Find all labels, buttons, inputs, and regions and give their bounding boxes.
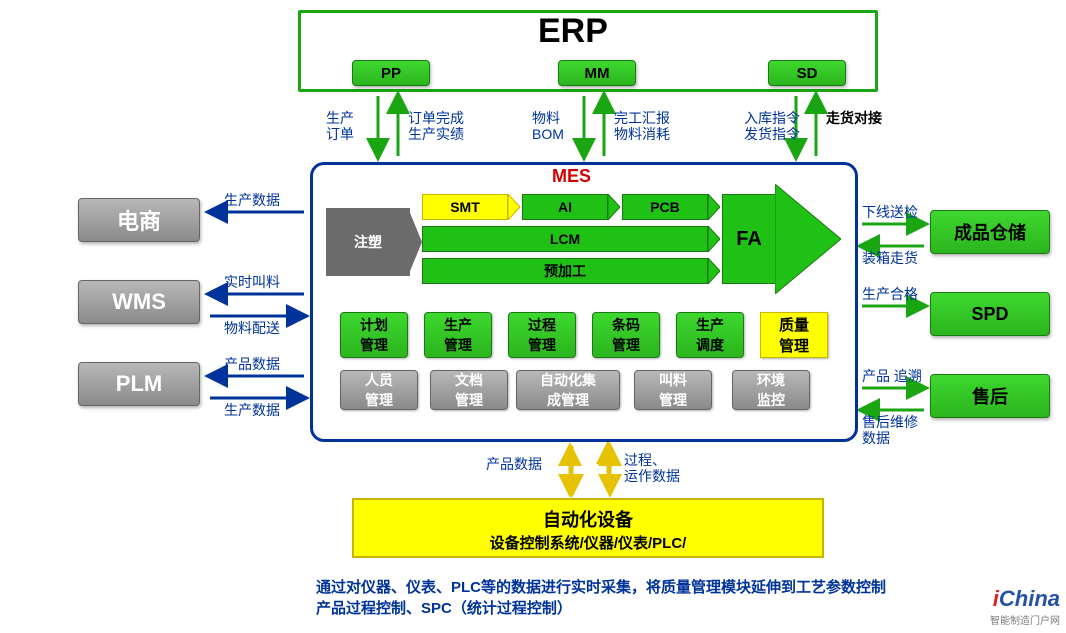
flow-label: 实时叫料: [224, 274, 280, 290]
mes-gray-3: 叫料 管理: [634, 370, 712, 410]
footer-text: 通过对仪器、仪表、PLC等的数据进行实时采集，将质量管理模块延伸到工艺参数控制 …: [316, 576, 1016, 618]
mes-gray-2: 自动化集 成管理: [516, 370, 620, 410]
flow-label: 装箱走货: [862, 250, 918, 266]
flow-label: 生产 订单: [326, 110, 354, 142]
mes-green-1: 生产 管理: [424, 312, 492, 358]
right-sys-1: SPD: [930, 292, 1050, 336]
automation-box: 自动化设备 设备控制系统/仪器/仪表/PLC/: [352, 498, 824, 558]
flow-pcb: PCB: [622, 194, 708, 220]
mes-quality-module: 质量 管理: [760, 312, 828, 358]
process-flow: 注塑 SMT AI PCB LCM 预加工 FA: [326, 190, 842, 294]
mes-green-0: 计划 管理: [340, 312, 408, 358]
flow-label: 物料 BOM: [532, 110, 564, 142]
automation-title: 自动化设备: [354, 506, 822, 532]
flow-ai: AI: [522, 194, 608, 220]
flow-label: 产品数据: [224, 356, 280, 372]
erp-module-pp: PP: [352, 60, 430, 86]
flow-label: 生产数据: [224, 192, 280, 208]
mes-green-3: 条码 管理: [592, 312, 660, 358]
mes-title: MES: [552, 166, 591, 187]
right-sys-2: 售后: [930, 374, 1050, 418]
flow-label: 下线送检: [862, 204, 918, 220]
watermark: iChina 智能制造门户网: [990, 586, 1060, 627]
flow-label: 生产合格: [862, 286, 918, 302]
erp-arrow-label: 走货对接: [826, 110, 882, 126]
flow-smt: SMT: [422, 194, 508, 220]
flow-head: 注塑: [354, 232, 382, 252]
erp-title: ERP: [538, 12, 608, 51]
left-sys-2: PLM: [78, 362, 200, 406]
erp-arrow-label: 完工汇报 物料消耗: [614, 110, 670, 142]
mes-gray-4: 环境 监控: [732, 370, 810, 410]
right-sys-0: 成品仓储: [930, 210, 1050, 254]
flow-label: 产品 追溯: [862, 368, 922, 384]
mes-green-4: 生产 调度: [676, 312, 744, 358]
flow-label: 产品数据: [486, 456, 542, 472]
flow-label: 生产数据: [224, 402, 280, 418]
erp-arrow-label: 订单完成 生产实绩: [408, 110, 464, 142]
flow-label: 入库指令 发货指令: [744, 110, 800, 142]
flow-lcm: LCM: [422, 226, 708, 252]
left-sys-1: WMS: [78, 280, 200, 324]
flow-label: 过程、 运作数据: [624, 452, 680, 484]
automation-subtitle: 设备控制系统/仪器/仪表/PLC/: [354, 532, 822, 553]
mes-gray-1: 文档 管理: [430, 370, 508, 410]
flow-label: 售后维修 数据: [862, 414, 918, 446]
mes-green-2: 过程 管理: [508, 312, 576, 358]
flow-label: 物料配送: [224, 320, 280, 336]
left-sys-0: 电商: [78, 198, 200, 242]
erp-module-sd: SD: [768, 60, 846, 86]
flow-prework: 预加工: [422, 258, 708, 284]
erp-module-mm: MM: [558, 60, 636, 86]
mes-gray-0: 人员 管理: [340, 370, 418, 410]
flow-fa: FA: [722, 194, 776, 284]
